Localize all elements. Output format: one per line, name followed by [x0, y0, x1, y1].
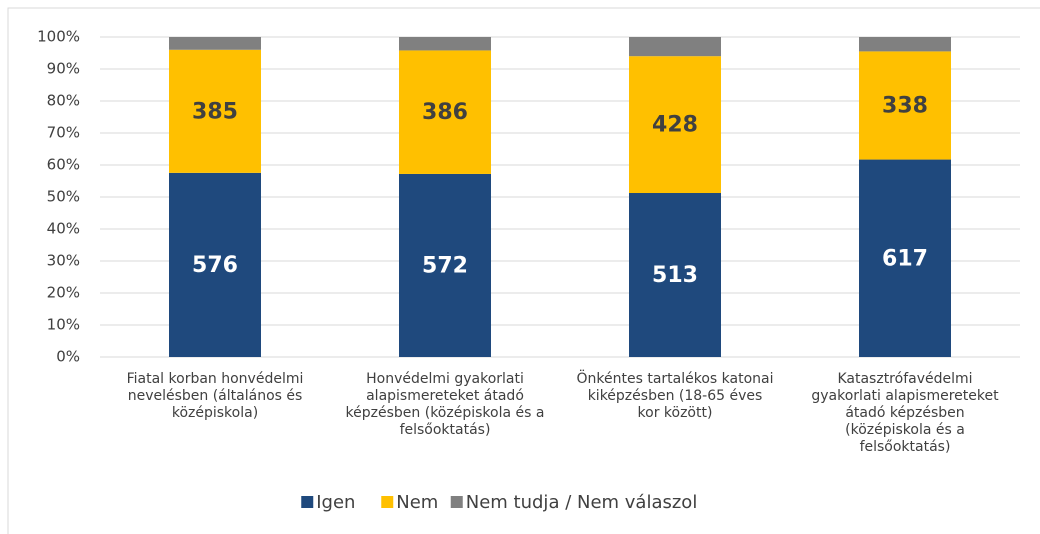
y-tick-label: 100%	[37, 28, 80, 46]
y-tick-label: 90%	[47, 60, 80, 78]
bar-segment	[859, 37, 951, 52]
data-label: 338	[882, 93, 928, 118]
x-tick-label-line: Katasztrófavédelmi	[837, 371, 972, 387]
x-tick-label: Fiatal korban honvédelmi nevelésben (álta…	[127, 371, 304, 421]
x-tick-label-line: Fiatal korban honvédelmi	[127, 371, 304, 387]
legend-label: Nem	[396, 492, 438, 513]
bar-segment	[169, 49, 261, 173]
x-tick-label-line: alapismereteket átadó	[366, 388, 524, 404]
data-label: 617	[882, 246, 928, 271]
legend-label: Nem tudja / Nem válaszol	[466, 492, 698, 513]
bar-segment	[859, 159, 951, 357]
x-tick-label-line: Önkéntes tartalékos katonai	[577, 369, 774, 387]
y-tick-label: 10%	[47, 316, 80, 334]
x-tick-label-line: kor között)	[638, 405, 713, 421]
data-label: 572	[422, 253, 468, 278]
y-tick-label: 30%	[47, 252, 80, 270]
bar-segment	[399, 173, 491, 357]
y-tick-label: 60%	[47, 156, 80, 174]
bar-segment	[629, 37, 721, 57]
data-label: 385	[192, 99, 238, 124]
bar-segment	[399, 50, 491, 174]
legend-swatch	[381, 496, 394, 508]
bar-segment	[859, 51, 951, 160]
y-tick-label: 0%	[56, 348, 80, 366]
y-tick-label: 80%	[47, 92, 80, 110]
x-tick-label-line: kiképzésben (18-65 éves	[588, 388, 763, 404]
legend-swatch	[301, 496, 314, 508]
x-tick-label-line: (középiskola és a	[845, 422, 965, 438]
chart-frame	[7, 7, 1040, 534]
x-tick-label-line: középiskola)	[172, 405, 258, 421]
legend-swatch	[450, 496, 463, 508]
data-label: 428	[652, 113, 698, 138]
bar-segment	[399, 37, 491, 51]
bar-segment	[629, 56, 721, 194]
x-tick-label: Önkéntes tartalékos katonai kiképzésben (…	[577, 369, 774, 421]
y-tick-label: 50%	[47, 188, 80, 206]
x-tick-label-line: Honvédelmi gyakorlati	[366, 371, 524, 387]
x-tick-label-line: felsőoktatás)	[860, 439, 951, 455]
x-tick-label: Honvédelmi gyakorlati alapismereteket áta…	[346, 371, 545, 438]
y-tick-label: 70%	[47, 124, 80, 142]
bar-segment	[169, 172, 261, 357]
x-tick-label-line: felsőoktatás)	[400, 422, 491, 438]
x-tick-label-line: nevelésben (általános és	[128, 388, 303, 404]
x-tick-label-line: átadó képzésben	[845, 405, 964, 421]
legend-label: Igen	[316, 492, 355, 513]
x-tick-label: Katasztrófavédelmi gyakorlati alapismeret…	[811, 371, 999, 455]
data-label: 386	[422, 100, 468, 125]
bar-segment	[169, 37, 261, 50]
x-tick-label-line: gyakorlati alapismereteket	[811, 388, 999, 404]
data-label: 576	[192, 253, 238, 278]
data-label: 513	[652, 263, 698, 288]
x-tick-label-line: képzésben (középiskola és a	[346, 405, 545, 421]
y-tick-label: 40%	[47, 220, 80, 238]
bar-segment	[629, 193, 721, 357]
y-tick-label: 20%	[47, 284, 80, 302]
